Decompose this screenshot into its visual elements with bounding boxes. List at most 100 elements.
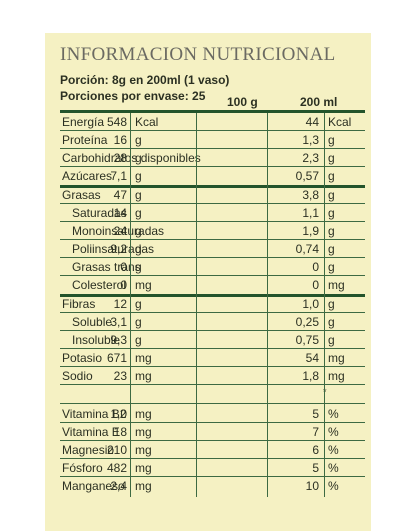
table-row: Magnesio 210 mg 6%: [45, 441, 371, 459]
section-rule: [60, 185, 365, 188]
row-divider: [60, 330, 365, 331]
table-row: Energía 548 Kcal 44 Kcal: [45, 113, 371, 131]
table-row: Proteína 16 g 1,3 g: [45, 131, 371, 149]
unit-100g: g: [135, 242, 142, 256]
row-divider: [60, 275, 365, 276]
row-divider: [60, 221, 365, 222]
value-200ml: 44: [305, 115, 319, 129]
unit-100g: g: [135, 224, 142, 238]
nutrient-name: Proteína: [62, 133, 108, 147]
row-divider: [60, 422, 365, 423]
table-row: Fibras 12 g 1,0 g: [45, 295, 371, 313]
unit-200ml: g: [328, 169, 335, 183]
value-100g: 47: [113, 188, 127, 202]
value-100g: 0: [120, 278, 127, 292]
unit-100g: g: [135, 133, 142, 147]
unit-200ml: %: [328, 425, 339, 439]
table-row: Azúcares 7,1 g 0,57 g: [45, 167, 371, 185]
nutrient-name: Fósforo: [62, 461, 103, 475]
nutrient-name: Vitamina B2: [62, 407, 127, 421]
row-divider: [60, 366, 365, 367]
nutrient-name: Energía: [62, 115, 105, 129]
value-100g: 14: [113, 206, 127, 220]
table-row: Manganeso 2,4 mg 10%: [45, 477, 371, 495]
value-100g: 16: [113, 133, 127, 147]
value-200ml: 10: [305, 479, 319, 493]
table-row: Soluble 3,1 g 0,25 g: [45, 313, 371, 331]
unit-200ml: g: [328, 151, 335, 165]
nutrient-name: Soluble: [72, 315, 113, 329]
value-100g: 24: [113, 224, 127, 238]
value-200ml: 5: [312, 461, 319, 475]
row-divider: [60, 130, 365, 131]
table-row: Vitamina B2 1,0 mg 5%: [45, 405, 371, 423]
value-200ml: 54: [305, 351, 319, 365]
header-rule: [60, 110, 365, 113]
value-200ml: 0: [312, 260, 319, 274]
nutrient-name: Grasas: [62, 188, 101, 202]
row-divider: [60, 203, 365, 204]
table-row: Sodio 23 mg 1,8 mg: [45, 367, 371, 385]
nutrient-name: Saturadas: [72, 206, 127, 220]
table-row: Poliinsaturadas 9,2 g 0,74 g: [45, 240, 371, 258]
unit-200ml: g: [328, 242, 335, 256]
row-divider: [60, 348, 365, 349]
value-100g: 548: [106, 115, 127, 129]
table-row: Saturadas 14 g 1,1 g: [45, 204, 371, 222]
value-200ml: 0,74: [295, 242, 319, 256]
unit-100g: g: [135, 206, 142, 220]
value-200ml: 0,25: [295, 315, 319, 329]
nutrient-name: Colesterol: [72, 278, 127, 292]
nutrient-name: Magnesio: [62, 443, 115, 457]
unit-200ml: g: [328, 206, 335, 220]
divider-100g: [130, 113, 131, 497]
value-100g: 7,1: [110, 169, 127, 183]
nutrient-name: Potasio: [62, 351, 103, 365]
row-divider: [60, 440, 365, 441]
value-200ml: 0,57: [295, 169, 319, 183]
nutrient-name: Poliinsaturadas: [72, 242, 155, 256]
nutrient-name: Monoinsaturadas: [72, 224, 165, 238]
unit-100g: mg: [135, 479, 152, 493]
unit-200ml: %: [328, 479, 339, 493]
row-divider: [60, 148, 365, 149]
row-divider: [60, 384, 365, 385]
unit-200ml: g: [328, 224, 335, 238]
nutrient-name: Manganeso: [62, 479, 125, 493]
unit-100g: g: [135, 297, 142, 311]
table-row: Colesterol 0 mg 0 mg: [45, 276, 371, 294]
unit-100g: mg: [135, 351, 152, 365]
nutrient-name: Vitamina E: [62, 425, 120, 439]
column-header-200ml: 200 ml: [300, 95, 338, 109]
unit-100g: g: [135, 260, 142, 274]
unit-200ml: g: [328, 133, 335, 147]
divider-units: [196, 113, 197, 497]
row-divider: [60, 403, 365, 404]
row-divider: [60, 166, 365, 167]
nutrient-name: Insoluble: [72, 333, 121, 347]
value-100g: 9,2: [110, 242, 127, 256]
nutrient-name: Sodio: [62, 369, 93, 383]
table-row: *: [45, 385, 371, 403]
label-title: INFORMACION NUTRICIONAL: [60, 44, 336, 65]
row-divider: [60, 476, 365, 477]
unit-100g: mg: [135, 425, 152, 439]
divider-200ml: [267, 113, 268, 497]
unit-200ml: %: [328, 407, 339, 421]
table-row: Insoluble 9,3 g 0,75 g: [45, 331, 371, 349]
unit-100g: mg: [135, 461, 152, 475]
unit-200ml: %: [328, 461, 339, 475]
unit-200ml: mg: [328, 369, 345, 383]
table-row: Potasio 671 mg 54 mg: [45, 349, 371, 367]
value-100g: 28: [113, 151, 127, 165]
unit-200ml: g: [328, 315, 335, 329]
unit-100g: g: [135, 151, 142, 165]
value-200ml: 3,8: [302, 188, 319, 202]
value-200ml: 0,75: [295, 333, 319, 347]
value-200ml: 1,3: [302, 133, 319, 147]
value-100g: 9,3: [110, 333, 127, 347]
table-row: Grasas 47 g 3,8 g: [45, 186, 371, 204]
value-100g: 1,0: [110, 407, 127, 421]
value-100g: 0: [120, 260, 127, 274]
unit-200ml: g: [328, 333, 335, 347]
